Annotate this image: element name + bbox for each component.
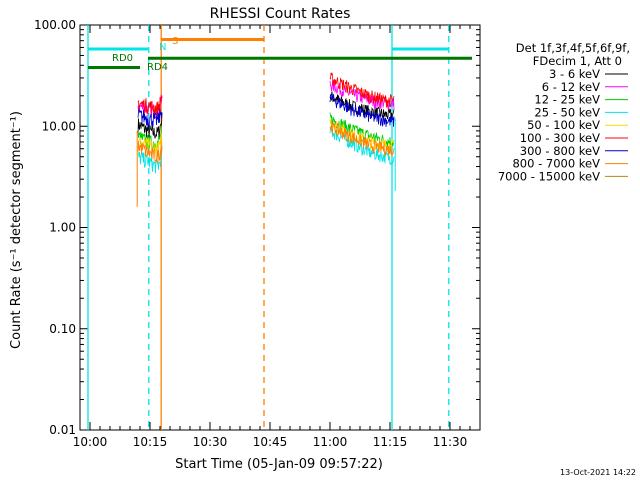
x-tick-label: 10:45 [253,435,288,449]
x-tick-label: 11:00 [313,435,348,449]
y-tick-label: 1.00 [49,221,76,235]
x-tick-label: 10:30 [193,435,228,449]
series-line-7 [137,141,163,164]
series-line-3 [329,125,395,166]
x-tick-label: 11:30 [433,435,468,449]
x-axis-label: Start Time (05-Jan-09 09:57:22) [175,457,383,472]
state-bar-label: RD4 [147,62,168,73]
series-line-6 [137,108,163,128]
legend-label-0: 3 - 6 keV [549,67,600,81]
legend-label-5: 100 - 300 keV [520,131,600,145]
y-tick-label: 100.00 [34,18,76,32]
chart-title: RHESSI Count Rates [210,6,351,22]
series-line-3 [137,145,163,174]
x-tick-label: 11:15 [373,435,408,449]
legend-label-8: 7000 - 15000 keV [498,169,600,183]
render-timestamp: 13-Oct-2021 14:22 [560,468,636,477]
y-tick-label: 10.00 [42,119,76,133]
legend-label-7: 800 - 7000 keV [512,157,600,171]
state-bar-label: S [172,36,178,47]
x-tick-label: 10:15 [133,435,168,449]
legend-label-2: 12 - 25 keV [534,93,600,107]
legend-label-6: 300 - 800 keV [520,144,600,158]
y-axis-label: Count Rate (s⁻¹ detector segment⁻¹) [9,111,24,349]
state-bar-label: N [159,42,166,53]
series-line-6 [329,93,395,128]
legend-header-line-1: Det 1f,3f,4f,5f,6f,9f, [516,41,630,55]
state-bar-label: RD0 [112,53,133,64]
series-line-7 [329,121,395,157]
series-line-0 [137,112,163,139]
series-line-5 [329,72,395,108]
series-line-1 [329,79,395,111]
legend-header-line-2: FDecim 1, Att 0 [533,54,622,68]
series-line-5 [137,95,163,117]
legend-label-4: 50 - 100 keV [527,118,600,132]
legend-label-3: 25 - 50 keV [534,105,600,119]
legend: Det 1f,3f,4f,5f,6f,9f, FDecim 1, Att 0 3… [498,41,630,183]
legend-label-1: 6 - 12 keV [542,80,600,94]
x-tick-label: 10:00 [73,435,108,449]
y-tick-label: 0.10 [49,322,76,336]
y-tick-label: 0.01 [49,423,76,437]
